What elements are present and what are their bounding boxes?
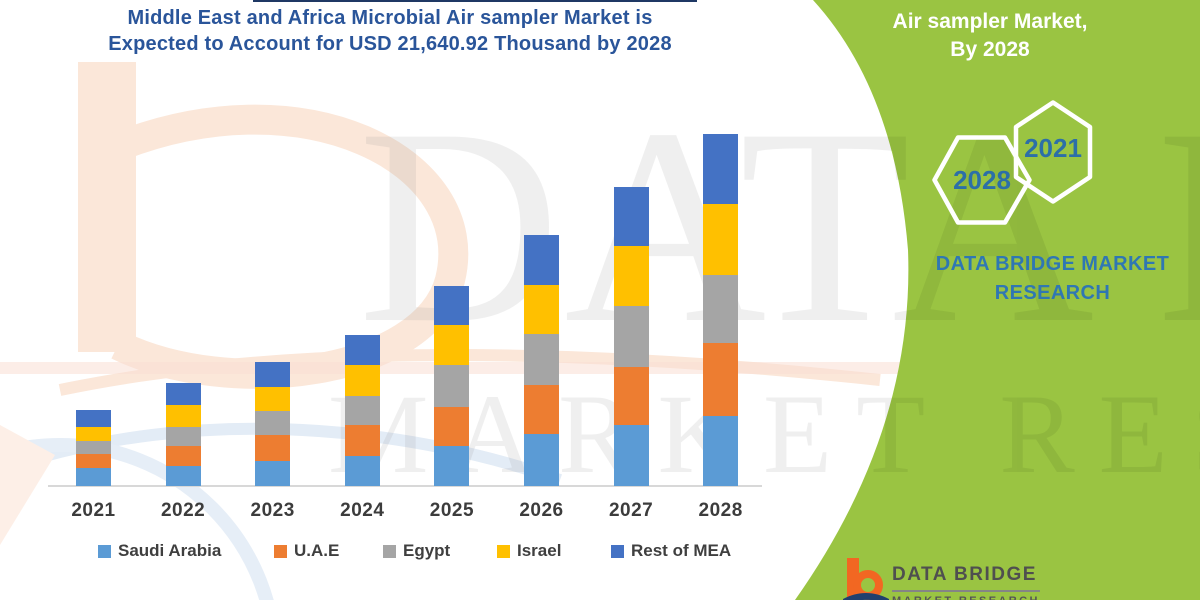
legend-swatch-icon [98, 544, 111, 558]
legend-item-rest-of-mea: Rest of MEA [611, 541, 731, 561]
x-axis-label-2028: 2028 [698, 500, 743, 521]
x-axis-label-2021: 2021 [71, 500, 116, 521]
legend-swatch-icon [497, 544, 510, 558]
bar-segment-u-a-e [524, 385, 559, 434]
x-axis-label-2022: 2022 [160, 500, 206, 521]
stacked-bar-2021 [76, 410, 111, 486]
stacked-bar-2026 [524, 235, 559, 486]
bar-segment-u-a-e [344, 425, 380, 456]
legend-label: Egypt [403, 541, 451, 560]
panel-brand-text: DATA BRIDGE MARKET RESEARCH [930, 250, 1175, 308]
hexagon-2021 [1013, 100, 1093, 204]
stacked-bar-2024 [344, 335, 380, 486]
hexagon-2021-label: 2021 [1024, 133, 1082, 163]
bar-segment-rest-of-mea [344, 335, 380, 365]
bar-segment-u-a-e [255, 435, 291, 461]
panel-heading-line1: Air sampler Market, [892, 10, 1088, 33]
bar-segment-rest-of-mea [524, 235, 559, 285]
bar-segment-saudi-arabia [613, 425, 649, 486]
bar-segment-egypt [165, 427, 201, 446]
bar-segment-u-a-e [434, 407, 470, 446]
hexagon-2028 [932, 135, 1032, 225]
bar-segment-saudi-arabia [255, 461, 291, 486]
bar-segment-rest-of-mea [76, 410, 111, 427]
stacked-bar-2027 [613, 187, 649, 486]
bar-segment-egypt [703, 275, 739, 343]
bar-segment-saudi-arabia [165, 466, 201, 486]
bar-segment-egypt [76, 441, 111, 454]
stacked-bar-2023 [255, 362, 291, 486]
x-axis-label-2024: 2024 [340, 500, 385, 521]
footer-brand-text: DATA BRIDGE [892, 564, 1037, 585]
legend-item-saudi-arabia: Saudi Arabia [98, 541, 221, 561]
x-axis-label-2023: 2023 [250, 500, 295, 521]
stacked-bar-2022 [165, 383, 201, 486]
svg-text:MARKET RESEARCH: MARKET RESEARCH [328, 372, 1200, 497]
bar-segment-egypt [255, 411, 291, 435]
legend-label: Saudi Arabia [118, 541, 222, 560]
panel-brand-line1: DATA BRIDGE MARKET [935, 253, 1170, 275]
hexagon-2028-label: 2028 [953, 165, 1011, 195]
legend-swatch-icon [274, 544, 287, 558]
x-axis-label-2025: 2025 [429, 500, 475, 521]
side-panel-shape [795, 0, 1200, 600]
bar-segment-israel [703, 204, 739, 275]
stacked-bar-2028 [703, 134, 739, 486]
bar-segment-israel [255, 387, 291, 411]
bar-segment-egypt [613, 306, 649, 367]
x-axis-label-2027: 2027 [608, 500, 654, 521]
page-title-line2: Expected to Account for USD 21,640.92 Th… [108, 33, 672, 55]
legend-label: U.A.E [294, 541, 340, 560]
bar-segment-saudi-arabia [703, 416, 739, 486]
panel-brand-line2: RESEARCH [994, 282, 1111, 304]
page-title: Middle East and Africa Microbial Air sam… [38, 5, 742, 57]
legend-swatch-icon [611, 544, 624, 558]
legend-swatch-icon [383, 544, 396, 558]
top-border-line [253, 0, 697, 2]
panel-heading: Air sampler Market, By 2028 [850, 8, 1130, 64]
bar-segment-israel [76, 427, 111, 441]
bar-segment-israel [344, 365, 380, 396]
legend-label: Rest of MEA [631, 541, 732, 560]
bar-segment-u-a-e [613, 367, 649, 425]
stacked-bar-2025 [434, 286, 470, 486]
legend-item-israel: Israel [497, 541, 561, 561]
legend-item-u-a-e: U.A.E [274, 541, 339, 561]
bar-segment-saudi-arabia [76, 468, 111, 486]
bar-segment-egypt [344, 396, 380, 425]
bar-segment-rest-of-mea [434, 286, 470, 325]
panel-heading-line2: By 2028 [950, 38, 1030, 61]
x-axis-line [48, 485, 762, 487]
bar-segment-israel [524, 285, 559, 334]
legend-item-egypt: Egypt [383, 541, 450, 561]
bar-segment-egypt [434, 365, 470, 407]
bar-segment-u-a-e [165, 446, 201, 466]
footer-brand-underline [892, 590, 1040, 592]
bar-segment-israel [613, 246, 649, 306]
bar-segment-u-a-e [76, 454, 111, 468]
bar-segment-saudi-arabia [434, 446, 470, 486]
bar-segment-rest-of-mea [165, 383, 201, 405]
bar-segment-israel [434, 325, 470, 365]
databridge-logo-icon [843, 558, 889, 600]
legend-label: Israel [517, 541, 562, 560]
bar-segment-rest-of-mea [255, 362, 291, 387]
bar-segment-saudi-arabia [524, 434, 559, 486]
bar-segment-u-a-e [703, 343, 739, 416]
page-title-line1: Middle East and Africa Microbial Air sam… [127, 7, 653, 29]
bar-segment-israel [165, 405, 201, 427]
bar-segment-rest-of-mea [613, 187, 649, 246]
bar-segment-rest-of-mea [703, 134, 739, 204]
footer-subbrand-text: MARKET RESEARCH [892, 595, 1040, 600]
bar-segment-egypt [524, 334, 559, 385]
bar-segment-saudi-arabia [344, 456, 380, 486]
x-axis-label-2026: 2026 [519, 500, 564, 521]
